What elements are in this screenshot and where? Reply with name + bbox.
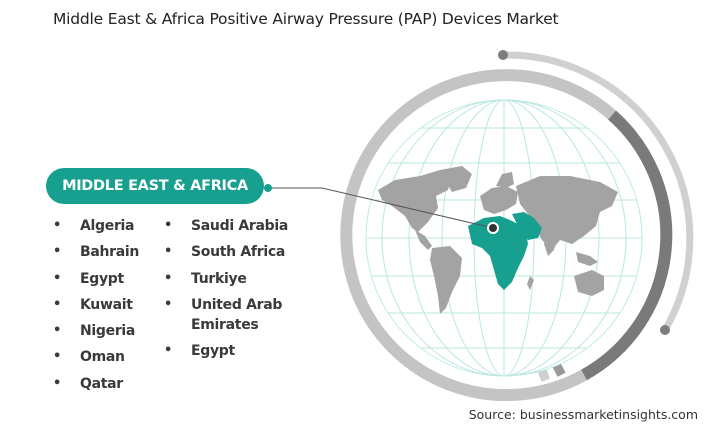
light-ring-left (340, 69, 616, 402)
source-credit: Source: businessmarketinsights.com (468, 407, 698, 422)
country-item: Bahrain (53, 242, 139, 262)
location-pin-dot (489, 224, 497, 232)
country-list-left: Algeria Bahrain Egypt Kuwait Nigeria Oma… (53, 216, 139, 400)
country-item: Qatar (53, 374, 139, 394)
mea-region-map (468, 212, 542, 290)
country-item: Oman (53, 347, 139, 367)
page-title: Middle East & Africa Positive Airway Pre… (53, 10, 559, 28)
region-label-pill: MIDDLE EAST & AFRICA (46, 168, 264, 204)
country-item: Nigeria (53, 321, 139, 341)
outer-arc-end-dot-2 (660, 325, 670, 335)
country-item: Egypt (164, 341, 291, 361)
connector-start-dot (264, 184, 272, 192)
outer-arc-end-dot (498, 50, 508, 60)
country-item: Egypt (53, 269, 139, 289)
world-map-globe-icon (378, 166, 618, 314)
dark-ring-right (581, 110, 673, 381)
country-item: Saudi Arabia (164, 216, 291, 236)
country-item: Turkiye (164, 269, 291, 289)
country-list-right: Saudi Arabia South Africa Turkiye United… (164, 216, 291, 367)
country-item: Kuwait (53, 295, 139, 315)
country-item: South Africa (164, 242, 291, 262)
connector-line (268, 187, 494, 229)
outer-light-arc (502, 51, 694, 332)
country-item: United Arab Emirates (164, 295, 291, 335)
country-item: Algeria (53, 216, 139, 236)
